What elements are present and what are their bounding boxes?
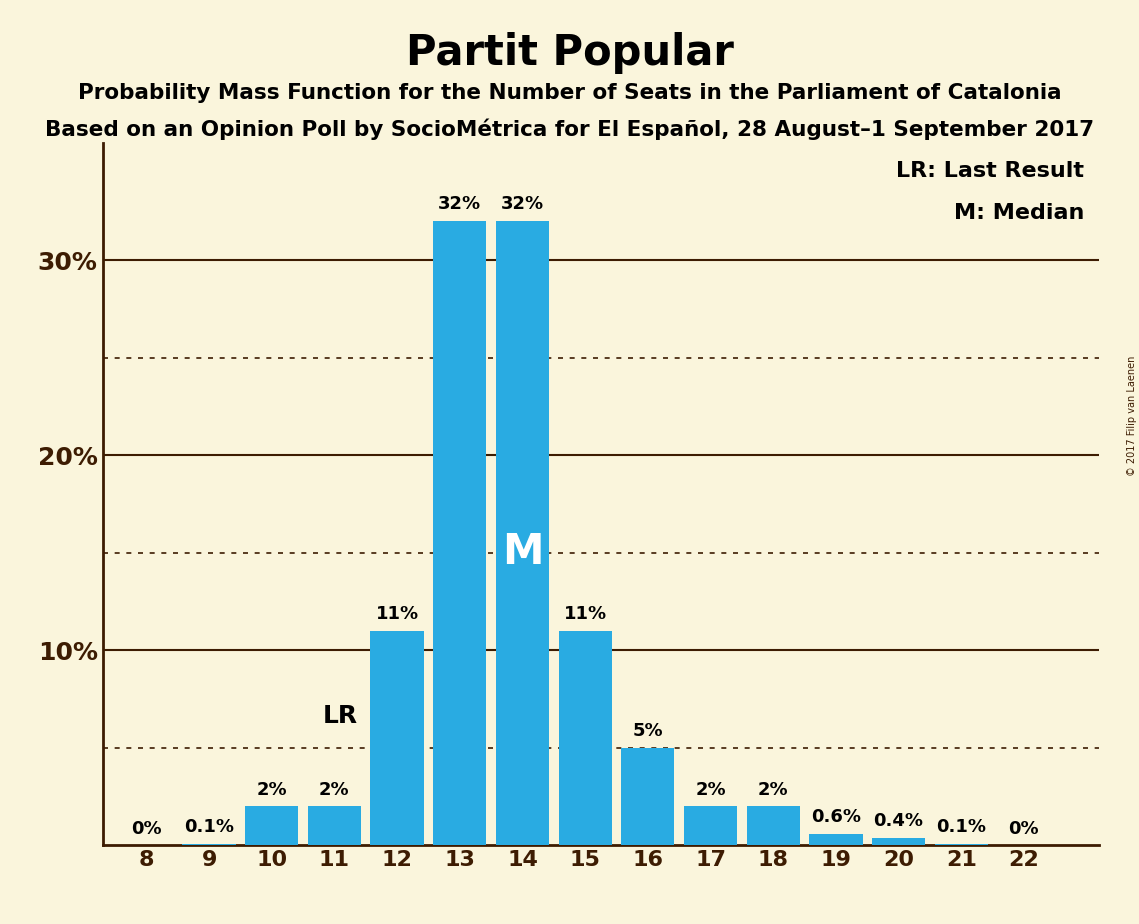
Text: 32%: 32% (501, 196, 544, 213)
Text: 32%: 32% (439, 196, 482, 213)
Bar (809, 833, 862, 845)
Bar (495, 221, 549, 845)
Text: 2%: 2% (695, 781, 726, 798)
Text: 0.4%: 0.4% (874, 812, 924, 830)
Text: Based on an Opinion Poll by SocioMétrica for El Español, 28 August–1 September 2: Based on an Opinion Poll by SocioMétrica… (44, 118, 1095, 140)
Text: LR: LR (323, 704, 359, 728)
Bar (245, 807, 298, 845)
Bar (621, 748, 674, 845)
Bar (683, 807, 737, 845)
Text: 0.1%: 0.1% (936, 818, 986, 835)
Text: 0%: 0% (131, 820, 162, 838)
Bar (558, 631, 612, 845)
Text: 0.1%: 0.1% (185, 818, 235, 835)
Text: Probability Mass Function for the Number of Seats in the Parliament of Catalonia: Probability Mass Function for the Number… (77, 83, 1062, 103)
Text: 2%: 2% (757, 781, 788, 798)
Text: 5%: 5% (632, 723, 663, 740)
Text: © 2017 Filip van Laenen: © 2017 Filip van Laenen (1126, 356, 1137, 476)
Text: 0.6%: 0.6% (811, 808, 861, 826)
Text: 11%: 11% (564, 605, 607, 623)
Text: LR: Last Result: LR: Last Result (896, 161, 1084, 181)
Bar (308, 807, 361, 845)
Text: 11%: 11% (376, 605, 419, 623)
Bar (370, 631, 424, 845)
Bar (746, 807, 800, 845)
Text: 2%: 2% (256, 781, 287, 798)
Bar (433, 221, 486, 845)
Text: M: Median: M: Median (953, 203, 1084, 223)
Text: 0%: 0% (1009, 820, 1039, 838)
Bar (935, 844, 988, 845)
Bar (872, 838, 925, 845)
Bar (182, 844, 236, 845)
Text: 2%: 2% (319, 781, 350, 798)
Text: Partit Popular: Partit Popular (405, 32, 734, 74)
Text: M: M (501, 531, 543, 573)
